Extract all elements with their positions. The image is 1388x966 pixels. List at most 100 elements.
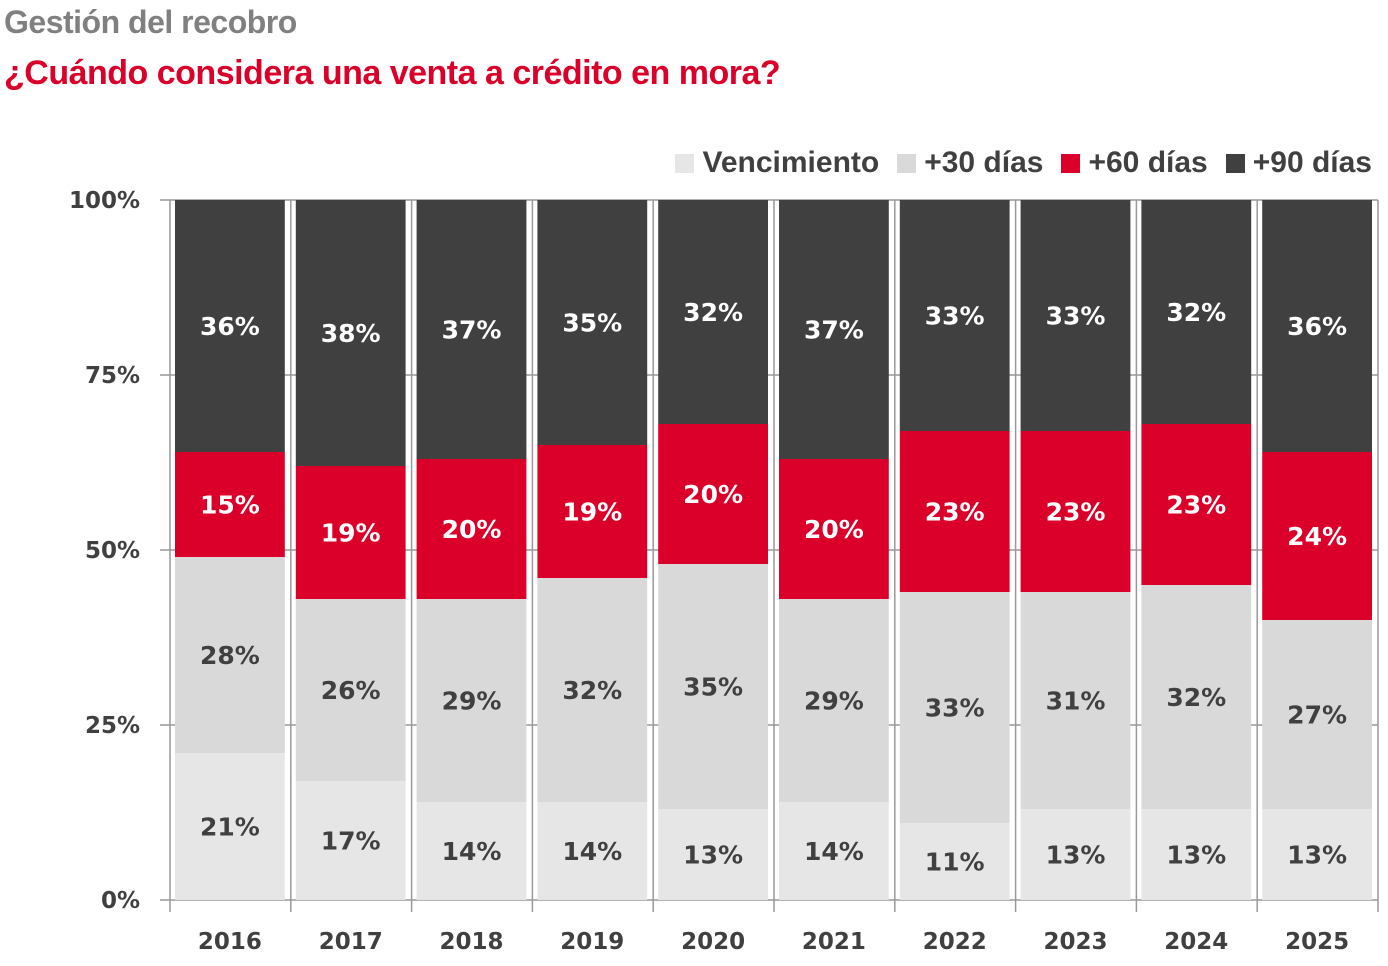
legend-swatch-vencimiento (675, 153, 695, 173)
legend-item-vencimiento: Vencimiento (675, 146, 879, 180)
bar-segment (175, 200, 285, 452)
bar-data-label: 23% (1046, 498, 1106, 527)
legend-item-90-dias: +90 días (1225, 146, 1372, 180)
bar-segment (175, 557, 285, 753)
bar-data-label: 31% (1046, 687, 1106, 716)
x-tick-label: 2017 (319, 929, 383, 955)
bar-segment (658, 200, 768, 424)
x-tick-label: 2021 (802, 929, 866, 955)
bar-segment (1020, 809, 1131, 900)
y-tick-label: 50% (85, 538, 140, 564)
legend-swatch-90-dias (1225, 153, 1245, 173)
bar-data-label: 29% (442, 687, 502, 716)
y-tick-label: 75% (85, 363, 140, 389)
legend-item-60-dias: +60 días (1061, 146, 1208, 180)
bar-data-label: 37% (442, 316, 502, 345)
bar-segment (899, 823, 1010, 900)
bar-data-label: 14% (442, 837, 502, 866)
y-tick-label: 25% (85, 713, 140, 739)
bar-data-label: 20% (442, 515, 502, 544)
bar-segment (899, 431, 1010, 592)
bar-segment (658, 809, 768, 900)
bar-segment (1141, 424, 1252, 585)
bar-data-label: 23% (925, 498, 985, 527)
bar-data-label: 38% (321, 319, 381, 348)
x-tick-label: 2025 (1285, 929, 1349, 955)
bar-data-label: 33% (925, 694, 985, 723)
legend-item-30-dias: +30 días (897, 146, 1043, 180)
bar-segment (295, 200, 406, 466)
bar-data-label: 20% (804, 515, 864, 544)
bar-data-label: 32% (1166, 683, 1226, 712)
bar-data-label: 11% (925, 848, 985, 877)
x-tick-label: 2016 (198, 929, 262, 955)
x-tick-label: 2020 (681, 929, 745, 955)
bar-data-label: 28% (200, 641, 260, 670)
bar-segment (1262, 809, 1372, 900)
bar-segment (1141, 809, 1252, 900)
bar-data-label: 20% (683, 480, 743, 509)
bar-segment (899, 200, 1010, 431)
bar-segment (537, 578, 648, 802)
legend-label: Vencimiento (702, 146, 880, 179)
bar-segment (779, 200, 889, 459)
bar-segment (416, 459, 527, 599)
bar-data-label: 33% (1046, 302, 1106, 331)
chart-title: ¿Cuándo considera una venta a crédito en… (4, 54, 781, 92)
bar-data-label: 14% (562, 837, 622, 866)
bar-data-label: 36% (200, 312, 260, 341)
bar-data-label: 21% (200, 813, 260, 842)
bar-segment (779, 802, 889, 900)
bar-segment (175, 753, 285, 900)
bar-segment (537, 445, 648, 578)
bar-segment (1262, 452, 1372, 620)
bar-data-label: 13% (1166, 841, 1226, 870)
bar-segment (537, 802, 648, 900)
bar-data-label: 32% (562, 676, 622, 705)
bar-segment (1141, 585, 1252, 809)
bar-segment (658, 424, 768, 564)
bar-segment (295, 781, 406, 900)
bar-data-label: 13% (683, 841, 743, 870)
bar-data-label: 36% (1287, 312, 1347, 341)
chart-kicker: Gestión del recobro (4, 4, 297, 40)
bar-data-label: 15% (200, 491, 260, 520)
x-tick-label: 2018 (439, 929, 503, 955)
bar-segment (295, 466, 406, 599)
bar-segment (1020, 592, 1131, 809)
x-tick-label: 2022 (923, 929, 987, 955)
bar-data-label: 26% (321, 676, 381, 705)
bar-data-label: 19% (562, 498, 622, 527)
bar-data-label: 14% (804, 837, 864, 866)
bar-segment (1020, 200, 1131, 431)
bar-data-label: 13% (1046, 841, 1106, 870)
legend: Vencimiento +30 días +60 días +90 días (675, 146, 1372, 180)
legend-label: +30 días (924, 146, 1044, 179)
legend-swatch-30-dias (897, 153, 917, 173)
bar-segment (1020, 431, 1131, 592)
bar-data-label: 23% (1166, 491, 1226, 520)
bar-segment (295, 599, 406, 781)
bar-data-label: 37% (804, 316, 864, 345)
y-tick-label: 100% (69, 188, 140, 214)
bar-data-label: 35% (683, 673, 743, 702)
bar-data-label: 27% (1287, 701, 1347, 730)
bar-segment (175, 452, 285, 557)
bar-data-label: 32% (1166, 298, 1226, 327)
x-tick-label: 2019 (560, 929, 624, 955)
bar-data-label: 33% (925, 302, 985, 331)
bar-data-label: 19% (321, 519, 381, 548)
y-tick-label: 0% (101, 888, 140, 914)
x-tick-label: 2024 (1164, 929, 1228, 955)
x-tick-label: 2023 (1043, 929, 1107, 955)
bar-segment (1262, 200, 1372, 452)
bar-segment (1262, 620, 1372, 809)
bar-segment (537, 200, 648, 445)
bar-segment (899, 592, 1010, 823)
bar-data-label: 24% (1287, 522, 1347, 551)
bar-segment (1141, 200, 1252, 424)
bar-segment (416, 802, 527, 900)
legend-label: +90 días (1252, 146, 1372, 179)
bar-segment (416, 200, 527, 459)
